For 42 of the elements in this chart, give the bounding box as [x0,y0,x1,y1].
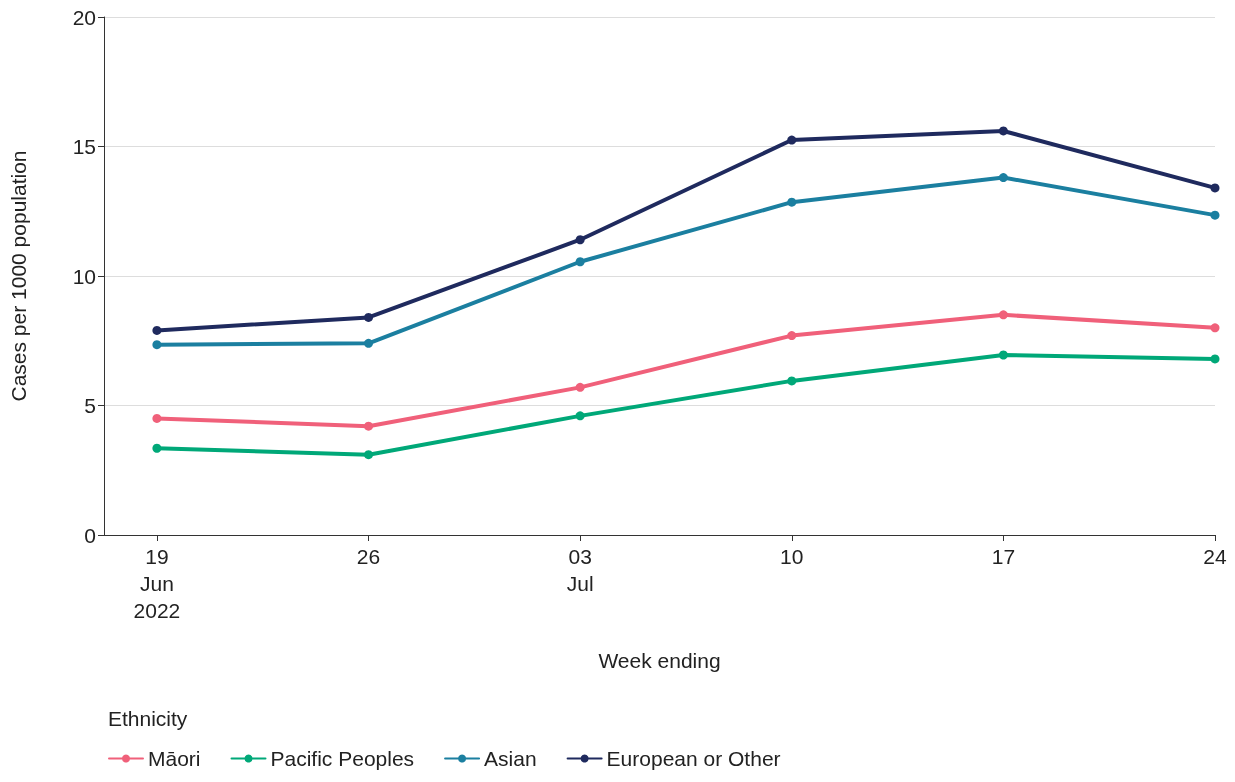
x-tick-label: 24 [1203,545,1227,568]
y-tick-label: 5 [84,394,96,417]
legend-label: Māori [148,747,201,770]
point [152,443,162,453]
x-tick-label: 03 Jul [566,545,594,595]
legend-label: Asian [484,747,537,770]
point [575,257,585,267]
y-tick-label: 10 [72,264,96,288]
point [364,338,374,348]
point [787,135,797,145]
legend-label: Pacific Peoples [270,747,415,770]
x-axis-title: Week ending [598,649,721,672]
point [787,376,797,386]
x-tick-label: 19 Jun 2022 [133,545,181,622]
point [364,421,374,431]
x-tick-label: 10 [780,545,804,568]
point [575,235,585,245]
point [998,310,1008,320]
y-tick-label: 20 [72,5,96,29]
point [787,197,797,207]
legend-title: Ethnicity [108,707,188,730]
point [1210,354,1220,364]
point [1210,183,1220,193]
point [364,450,374,460]
y-tick-label: 0 [84,523,96,547]
point [575,411,585,421]
point [152,340,162,350]
point [1210,210,1220,220]
y-axis-title: Cases per 1000 population [7,150,30,402]
x-tick-label: 17 [991,545,1016,568]
y-tick-label: 15 [72,135,96,158]
point [998,173,1008,183]
point [152,413,162,423]
point [998,126,1008,136]
point [575,382,585,392]
point [364,312,374,322]
point [787,331,797,341]
point [998,350,1008,360]
point [152,325,162,335]
point [1210,323,1220,333]
x-tick-label: 26 [356,545,381,568]
legend-label: European or Other [606,747,781,770]
